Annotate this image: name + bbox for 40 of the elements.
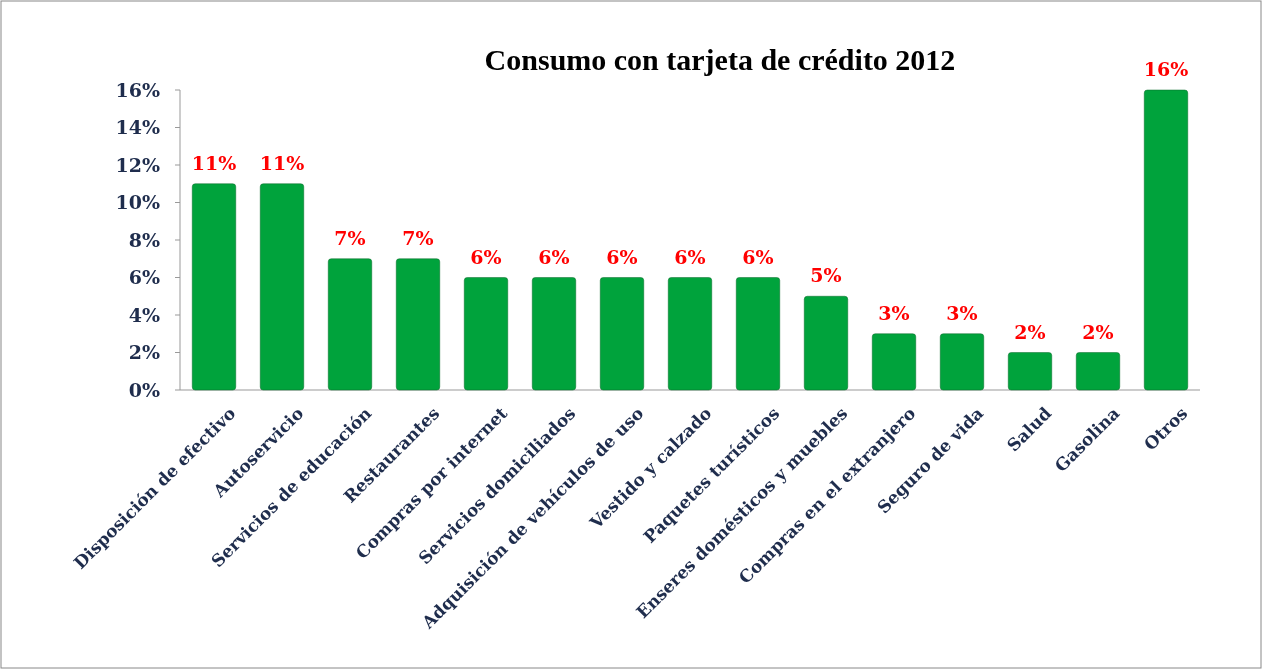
bar: [1007, 352, 1053, 391]
data-label: 11%: [259, 151, 305, 174]
bar: [1075, 352, 1121, 391]
bar: [599, 277, 645, 391]
y-tick-label: 2%: [128, 341, 160, 364]
data-label: 6%: [742, 245, 774, 268]
data-label: 3%: [878, 301, 910, 324]
bar: [259, 183, 305, 391]
data-label: 7%: [402, 226, 434, 249]
y-tick-label: 14%: [115, 116, 160, 139]
y-tick-label: 8%: [128, 228, 160, 251]
bar: [463, 277, 509, 391]
y-tick-label: 16%: [115, 78, 160, 101]
chart-title: Consumo con tarjeta de crédito 2012: [484, 43, 956, 76]
bar: [395, 258, 441, 391]
y-tick-label: 6%: [128, 266, 160, 289]
bar: [531, 277, 577, 391]
bar: [939, 333, 985, 391]
data-label: 16%: [1143, 58, 1189, 80]
data-label: 6%: [538, 245, 570, 268]
y-tick-label: 0%: [128, 378, 160, 401]
data-label: 7%: [334, 226, 366, 249]
data-label: 11%: [191, 151, 237, 174]
bar: [667, 277, 713, 391]
bar: [327, 258, 373, 391]
data-label: 2%: [1082, 320, 1114, 343]
y-tick-label: 12%: [115, 153, 160, 176]
data-label: 2%: [1014, 320, 1046, 343]
data-label: 3%: [946, 301, 978, 324]
data-label: 6%: [674, 245, 706, 268]
data-label: 5%: [810, 264, 842, 287]
y-tick-label: 10%: [115, 191, 160, 214]
bar: [1143, 89, 1189, 391]
data-label: 6%: [470, 245, 502, 268]
data-label: 6%: [606, 245, 638, 268]
bar: [803, 296, 849, 391]
bar: [871, 333, 917, 391]
y-tick-label: 4%: [128, 303, 160, 326]
bar: [735, 277, 781, 391]
bar: [191, 183, 237, 391]
